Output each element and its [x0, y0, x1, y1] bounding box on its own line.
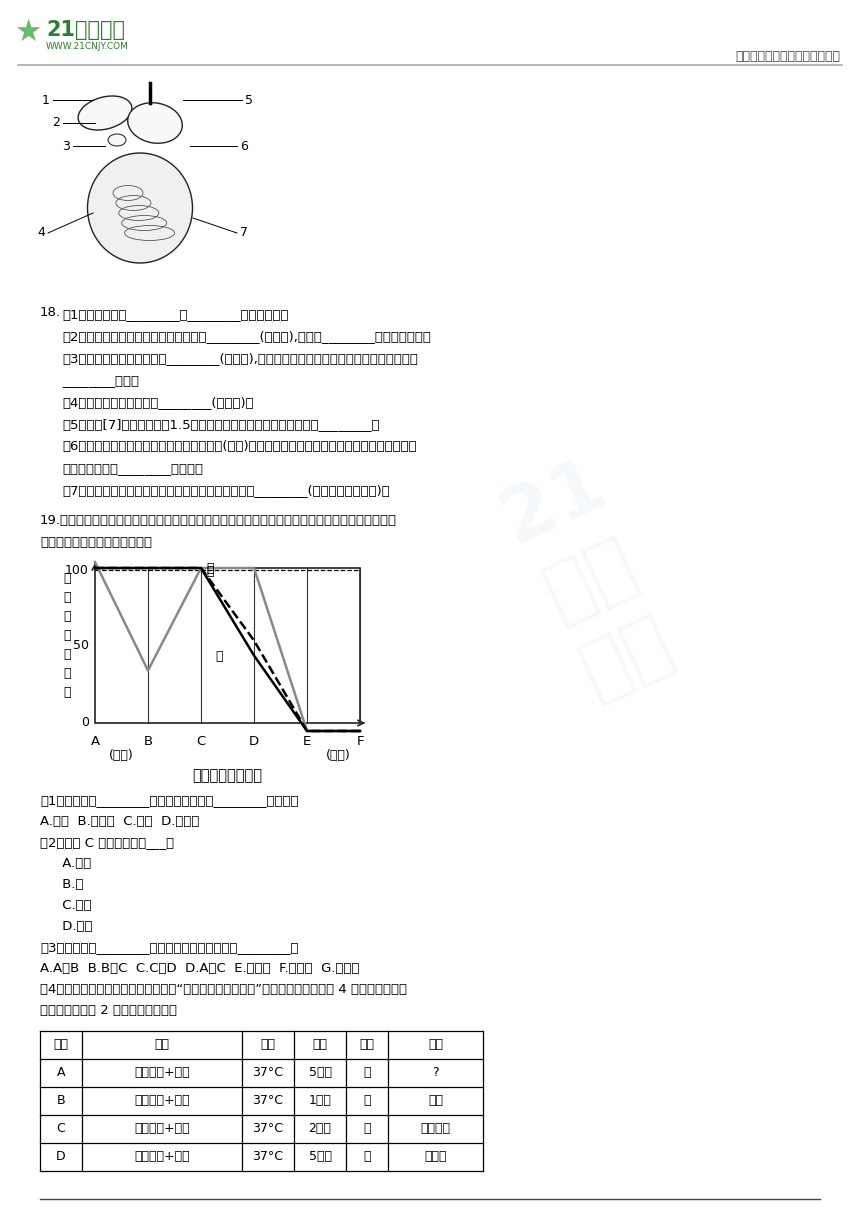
Text: ________消化。: ________消化。 [62, 375, 139, 387]
Text: 37°C: 37°C [253, 1150, 284, 1164]
Text: 的: 的 [64, 648, 71, 662]
Text: 部分变蓝: 部分变蓝 [421, 1122, 451, 1136]
Text: 37°C: 37°C [253, 1066, 284, 1080]
Text: (肛门): (肛门) [326, 749, 351, 762]
Text: 加: 加 [363, 1094, 371, 1108]
Text: 4: 4 [37, 226, 45, 240]
Text: （3）蛋白质在________中进行消化，其终产物是________。: （3）蛋白质在________中进行消化，其终产物是________。 [40, 941, 298, 955]
Text: 2: 2 [52, 117, 60, 129]
Text: A.糖类  B.蛋白质  C.脂肪  D.维生素: A.糖类 B.蛋白质 C.脂肪 D.维生素 [40, 815, 200, 828]
Text: ★: ★ [14, 18, 41, 47]
Ellipse shape [108, 134, 126, 146]
Text: 馒头碎屑+唠液: 馒头碎屑+唠液 [134, 1094, 190, 1108]
Bar [95, 568, 360, 724]
Text: 50: 50 [73, 638, 89, 652]
Text: D: D [249, 734, 259, 748]
Text: 加: 加 [363, 1066, 371, 1080]
Text: 3: 3 [62, 140, 70, 152]
Text: 试管: 试管 [53, 1038, 69, 1052]
Text: 馒头碎屑+唠液: 馒头碎屑+唠液 [134, 1150, 190, 1164]
Text: （1）曲线甲是________的消化，曲线乙是________的消化。: （1）曲线甲是________的消化，曲线乙是________的消化。 [40, 794, 298, 807]
Text: F: F [356, 734, 364, 748]
Text: 丙: 丙 [215, 651, 223, 664]
Text: 加: 加 [363, 1122, 371, 1136]
Text: （4）下面是张小华同学设计并完成的“馒头在口腔中的变化”实验（如下表），在 4 支试管中加入等: （4）下面是张小华同学设计并完成的“馒头在口腔中的变化”实验（如下表），在 4 … [40, 983, 407, 996]
Text: 食: 食 [64, 572, 71, 585]
Text: 时间: 时间 [312, 1038, 328, 1052]
Text: 量的馒头碎屑及 2 毫升清水或唠液。: 量的馒头碎屑及 2 毫升清水或唠液。 [40, 1004, 177, 1017]
Text: 21
精品
教育: 21 精品 教育 [490, 446, 690, 714]
Text: 现象: 现象 [428, 1038, 443, 1052]
Text: 5分钟: 5分钟 [309, 1150, 331, 1164]
Text: （1）消化系统由________和________两部分组成。: （1）消化系统由________和________两部分组成。 [62, 308, 288, 321]
Text: （4）吸收馒的主要器官是________(填序号)。: （4）吸收馒的主要器官是________(填序号)。 [62, 396, 254, 409]
Text: 19.如图是食物经过人体消化道时，糖类、蛋白质和脂肪被化学消化的程度，字母表示组成消化道各: 19.如图是食物经过人体消化道时，糖类、蛋白质和脂肪被化学消化的程度，字母表示组… [40, 514, 397, 527]
Text: 100: 100 [65, 563, 89, 576]
Text: 物质: 物质 [155, 1038, 169, 1052]
Text: 物: 物 [64, 591, 71, 603]
Text: 21世纪教育: 21世纪教育 [46, 19, 125, 40]
Text: 馒头碎屑+清水: 馒头碎屑+清水 [134, 1066, 190, 1080]
Text: E: E [303, 734, 311, 748]
Text: A.A和B  B.B和C  C.C和D  D.A和C  E.葡萄糖  F.氨基酸  G.脂肪酸: A.A和B B.B和C C.C和D D.A和C E.葡萄糖 F.氨基酸 G.脂肪… [40, 962, 359, 975]
Text: 为还需增加富含________的食物。: 为还需增加富含________的食物。 [62, 462, 203, 475]
Text: 2分钟: 2分钟 [309, 1122, 331, 1136]
Text: 1分钟: 1分钟 [309, 1094, 331, 1108]
Text: 加: 加 [363, 1150, 371, 1164]
Text: （7）为保证食品安全，在日常生活中你能做些什么？________(答出一个要点即可)。: （7）为保证食品安全，在日常生活中你能做些什么？________(答出一个要点即… [62, 484, 390, 497]
Text: A: A [90, 734, 100, 748]
Text: A: A [57, 1066, 65, 1080]
Text: 碘液: 碘液 [359, 1038, 374, 1052]
Text: ?: ? [433, 1066, 439, 1080]
Text: WWW.21CNJY.COM: WWW.21CNJY.COM [46, 43, 129, 51]
Ellipse shape [127, 102, 182, 143]
Text: C: C [196, 734, 206, 748]
Text: （5）图中[7]是大肠，长埱1.5米，它能够吸收一部分水、无机盐和________。: （5）图中[7]是大肠，长埱1.5米，它能够吸收一部分水、无机盐和_______… [62, 418, 379, 430]
Ellipse shape [78, 96, 132, 130]
Text: 1: 1 [42, 94, 50, 107]
Text: 5: 5 [245, 94, 253, 107]
Text: 中小学教育资源及组卷应用平台: 中小学教育资源及组卷应用平台 [735, 50, 840, 63]
Text: 器官的排列顺序。请据图回答。: 器官的排列顺序。请据图回答。 [40, 536, 152, 548]
Text: 0: 0 [81, 716, 89, 730]
Ellipse shape [88, 153, 193, 263]
Text: A.食道: A.食道 [58, 857, 91, 869]
Text: B.胃: B.胃 [58, 878, 83, 891]
Text: 成: 成 [64, 609, 71, 623]
Text: 不变蓝: 不变蓝 [424, 1150, 446, 1164]
Text: 变蓝: 变蓝 [428, 1094, 443, 1108]
Text: C: C [57, 1122, 65, 1136]
Text: 含: 含 [64, 668, 71, 680]
Text: B: B [57, 1094, 65, 1108]
Text: 组成消化道的器官: 组成消化道的器官 [193, 769, 262, 783]
Text: D: D [56, 1150, 66, 1164]
Text: 6: 6 [240, 140, 248, 152]
Text: 馒头碎屑+唠液: 馒头碎屑+唠液 [134, 1122, 190, 1136]
Text: 37°C: 37°C [253, 1122, 284, 1136]
Text: C.小肠: C.小肠 [58, 899, 92, 912]
Text: 37°C: 37°C [253, 1094, 284, 1108]
Text: 乙: 乙 [206, 565, 213, 578]
Text: B: B [144, 734, 152, 748]
Text: （2）消化道中呗囊状、最膨大的部分是________(填序号),它能对________进行初步消化。: （2）消化道中呗囊状、最膨大的部分是________(填序号),它能对_____… [62, 330, 431, 343]
Text: 5分钟: 5分钟 [309, 1066, 331, 1080]
Text: D.大肠: D.大肠 [58, 921, 93, 933]
Text: (口腔): (口腔) [109, 749, 134, 762]
Text: （3）能够分泌胆汁的结构是________(填序号),其分泌的胆汁能将脂肪乳化成脂肪微粒这属于: （3）能够分泌胆汁的结构是________(填序号),其分泌的胆汁能将脂肪乳化成… [62, 351, 418, 365]
Text: 18.: 18. [40, 306, 61, 319]
Text: 甲: 甲 [206, 562, 213, 575]
Text: 分: 分 [64, 629, 71, 642]
Text: 温度: 温度 [261, 1038, 275, 1052]
Text: 量: 量 [64, 686, 71, 699]
Text: 7: 7 [240, 226, 248, 240]
Text: （2）字母 C 代表的器官是___。: （2）字母 C 代表的器官是___。 [40, 837, 174, 849]
Text: （6）小旺的妈妈为小旺准备的午餐是红烧肉(肥肉)、清炒蚂菜、米饥，从合理营养的角度看，你认: （6）小旺的妈妈为小旺准备的午餐是红烧肉(肥肉)、清炒蚂菜、米饥，从合理营养的角… [62, 440, 416, 454]
